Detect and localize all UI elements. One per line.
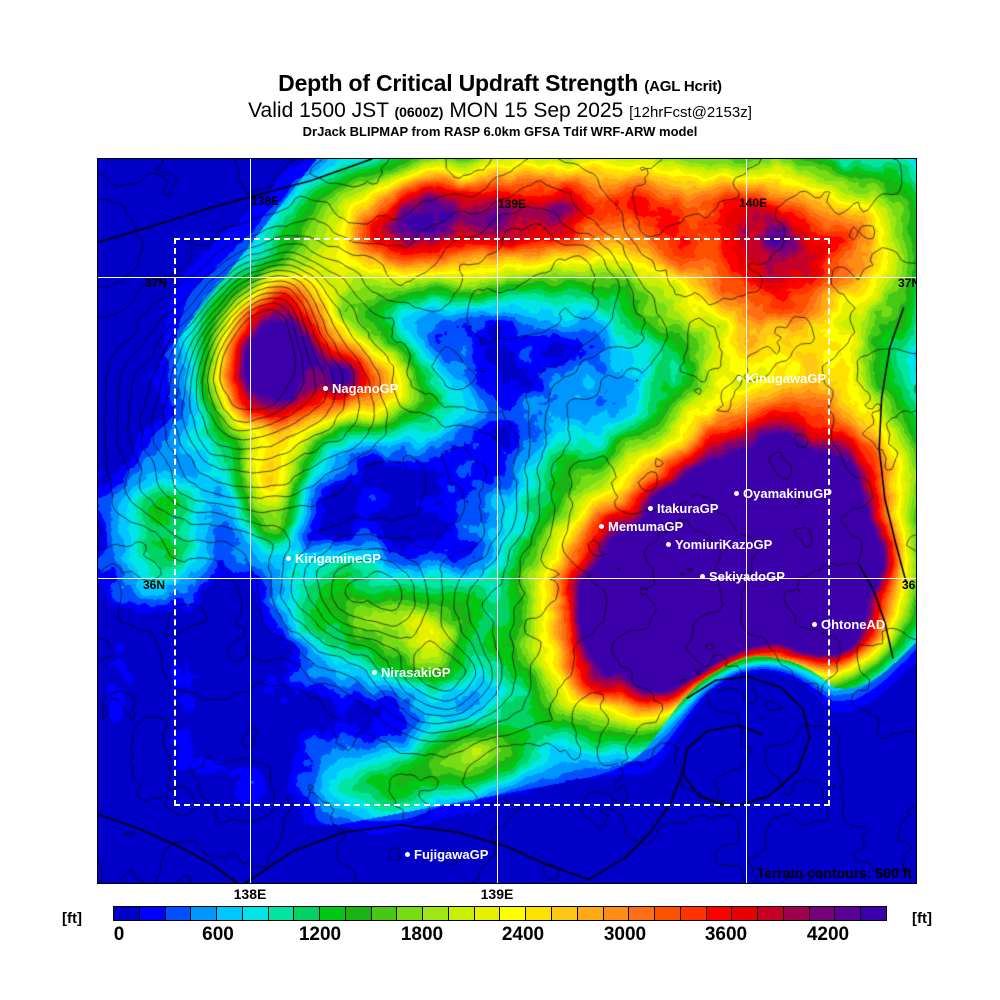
colorbar-segment-15 [500, 907, 527, 920]
colorbar-segment-25 [758, 907, 784, 920]
colorbar-segment-0 [114, 907, 140, 920]
colorbar-segment-2 [165, 907, 192, 920]
title-valid-line: Valid 1500 JST (0600Z) MON 15 Sep 2025 [… [0, 100, 1000, 121]
colorbar-segment-27 [809, 907, 836, 920]
terrain-contour-note: Terrain contours: 500 ft [756, 865, 912, 881]
colorbar-segment-11 [397, 907, 424, 920]
colorbar-segment-9 [345, 907, 372, 920]
colorbar[interactable]: [ft] [ft] 0 600 1200 1800 2400 3000 3600 4200 [0, 906, 1000, 966]
title-main-text: Depth of Critical Updraft Strength [278, 70, 639, 96]
colorbar-segment-12 [423, 907, 449, 920]
colorbar-segment-28 [835, 907, 862, 920]
colorbar-tick-4200: 4200 [806, 924, 850, 945]
colorbar-tick-0: 0 [113, 924, 125, 945]
axis-label-bottom-139E: 139E [480, 886, 514, 902]
valid-prefix: Valid 1500 JST [248, 99, 389, 122]
valid-forecast-stamp: [12hrFcst@2153z] [629, 104, 752, 121]
colorbar-unit-right: [ft] [912, 910, 932, 927]
colorbar-segment-8 [320, 907, 346, 920]
valid-utc: (0600Z) [394, 104, 444, 120]
colorbar-segment-19 [603, 907, 630, 920]
colorbar-segment-3 [191, 907, 218, 920]
colorbar-tick-600: 600 [202, 924, 234, 945]
colorbar-segment-17 [552, 907, 578, 920]
colorbar-segment-5 [242, 907, 269, 920]
colorbar-tick-3000: 3000 [603, 924, 647, 945]
colorbar-segment-22 [680, 907, 707, 920]
colorbar-tick-2400: 2400 [501, 924, 545, 945]
axis-label-bottom-138E: 138E [233, 886, 267, 902]
colorbar-segment-26 [783, 907, 810, 920]
colorbar-segment-16 [526, 907, 553, 920]
colorbar-segment-29 [861, 907, 886, 920]
colorbar-segment-7 [294, 907, 321, 920]
title-main-suffix: (AGL Hcrit) [644, 78, 722, 95]
colorbar-segment-4 [217, 907, 243, 920]
valid-date: MON 15 Sep 2025 [449, 99, 624, 122]
colorbar-tick-3600: 3600 [704, 924, 748, 945]
title-block: Depth of Critical Updraft Strength (AGL … [0, 72, 1000, 139]
colorbar-segment-1 [139, 907, 166, 920]
page-title: Depth of Critical Updraft Strength (AGL … [0, 72, 1000, 95]
colorbar-segment-18 [577, 907, 604, 920]
colorbar-tick-1200: 1200 [298, 924, 342, 945]
colorbar-tick-1800: 1800 [400, 924, 444, 945]
colorbar-segment-24 [732, 907, 759, 920]
colorbar-segment-13 [448, 907, 475, 920]
title-model-line: DrJack BLIPMAP from RASP 6.0km GFSA Tdif… [302, 124, 698, 139]
colorbar-segment-14 [474, 907, 501, 920]
updraft-depth-heatmap[interactable] [98, 159, 916, 883]
colorbar-segment-6 [268, 907, 295, 920]
colorbar-segment-21 [655, 907, 681, 920]
colorbar-segment-10 [371, 907, 398, 920]
colorbar-segment-20 [629, 907, 656, 920]
map-frame[interactable]: 138E139E140E37N37N36N36N NaganoGPKinugaw… [97, 158, 917, 884]
colorbar-unit-left: [ft] [62, 910, 82, 927]
colorbar-segment-23 [706, 907, 733, 920]
colorbar-gradient[interactable] [113, 906, 887, 921]
